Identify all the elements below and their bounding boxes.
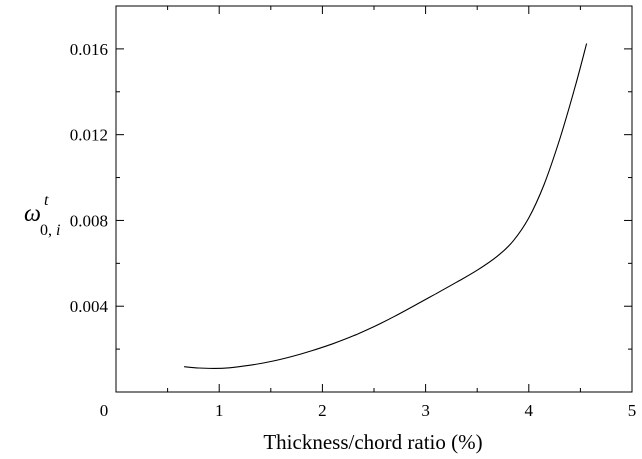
x-tick-label: 1 — [215, 401, 224, 420]
y-axis-title-superscript: t — [44, 192, 49, 209]
y-axis-title-symbol: ω — [24, 201, 41, 227]
y-tick-label: 0.008 — [70, 211, 108, 230]
plot-frame — [115, 5, 633, 393]
x-tick-label: 5 — [628, 401, 637, 420]
y-tick-label: 0.004 — [70, 297, 109, 316]
y-axis-title-subscript-italic: i — [56, 222, 60, 239]
x-axis-title: Thickness/chord ratio (%) — [263, 430, 482, 454]
series-line — [184, 43, 588, 369]
x-tick-label: 0 — [100, 401, 109, 420]
y-tick-label: 0.012 — [70, 126, 108, 145]
y-axis-title-subscript: 0, — [40, 222, 52, 239]
x-tick-labels: 0 1 2 3 4 5 — [100, 401, 637, 420]
y-axis-title: ω t 0, i — [24, 192, 60, 239]
tick-marks — [115, 6, 633, 392]
y-tick-labels: 0.004 0.008 0.012 0.016 — [70, 40, 109, 316]
x-tick-label: 2 — [318, 401, 327, 420]
x-tick-label: 4 — [525, 401, 534, 420]
x-tick-label: 3 — [421, 401, 430, 420]
y-tick-label: 0.016 — [70, 40, 108, 59]
